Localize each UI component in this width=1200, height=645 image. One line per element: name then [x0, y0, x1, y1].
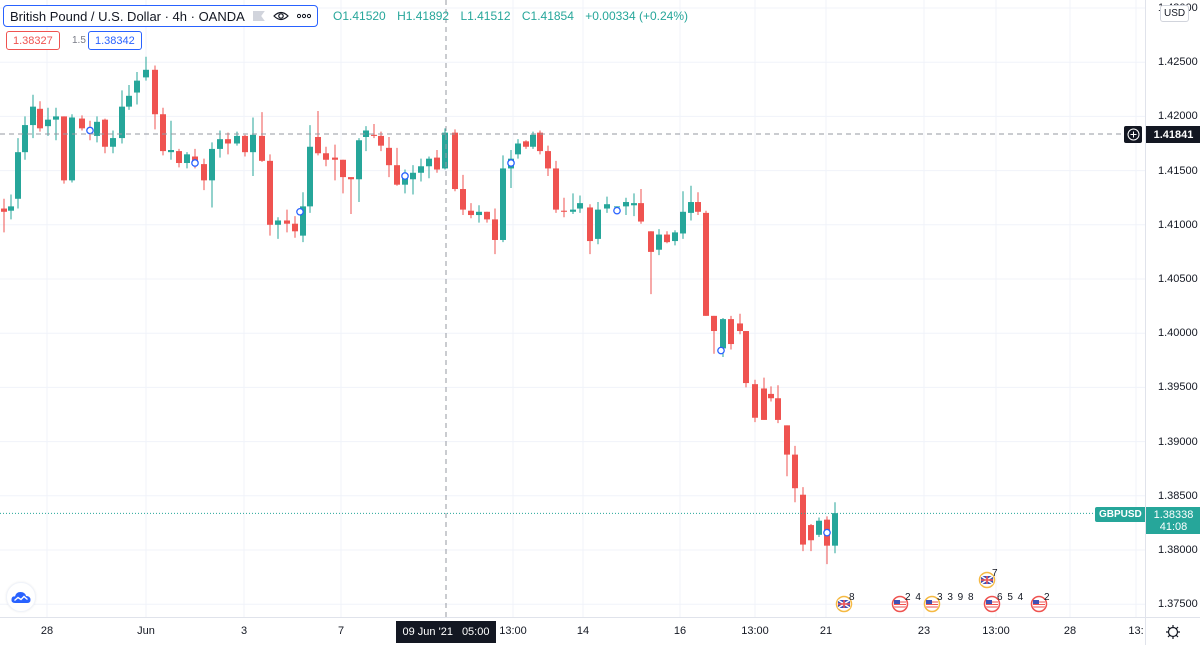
price-tick-label: 1.39000 — [1158, 435, 1198, 448]
buy-button[interactable]: 1.38342 — [88, 31, 142, 50]
crosshair-date: 09 Jun '21 — [402, 626, 453, 638]
price-tick-label: 1.41000 — [1158, 218, 1198, 231]
eye-icon[interactable] — [272, 10, 289, 22]
symbol-title: British Pound / U.S. Dollar · 4h · OANDA — [10, 8, 245, 24]
open-value: O1.41520 — [333, 9, 386, 23]
event-count: 2 — [1044, 592, 1051, 603]
price-tick-label: 1.37500 — [1158, 598, 1198, 611]
gear-icon — [1166, 624, 1180, 639]
spread-value: 1.5 — [66, 31, 92, 50]
economic-event-us[interactable]: 2 4 — [891, 592, 921, 613]
time-tick-label: 13:00 — [741, 625, 769, 637]
chart-pane[interactable]: British Pound / U.S. Dollar · 4h · OANDA… — [0, 0, 1146, 617]
flag-us-icon — [891, 595, 909, 613]
economic-event-uk[interactable]: 7 — [978, 568, 999, 589]
change-value: +0.00334 (+0.24%) — [585, 9, 688, 23]
flag-uk-us-icon — [923, 595, 941, 613]
ohlc-values: O1.41520 H1.41892 L1.41512 C1.41854 +0.0… — [333, 9, 696, 23]
crosshair-price-label: 1.41841 — [1146, 126, 1200, 143]
price-tick-label: 1.40500 — [1158, 273, 1198, 285]
economic-event-us[interactable]: 2 — [1030, 592, 1051, 613]
event-count: 3 3 9 8 — [937, 592, 975, 603]
price-tick-label: 1.42000 — [1158, 110, 1198, 123]
symbol-legend[interactable]: British Pound / U.S. Dollar · 4h · OANDA — [3, 5, 318, 27]
last-price-value: 1.38338 — [1153, 508, 1194, 521]
price-tick-label: 1.39500 — [1158, 381, 1198, 394]
price-tick-label: 1.38000 — [1158, 544, 1198, 556]
last-price-label: 1.38338 41:08 — [1146, 507, 1200, 534]
economic-event-uk[interactable]: 8 — [835, 592, 856, 613]
flag-us-icon — [983, 595, 1001, 613]
economic-event-us[interactable]: 6 5 4 — [983, 592, 1023, 613]
time-tick-label: 13:00 — [982, 625, 1010, 637]
chart-settings-button[interactable] — [1145, 617, 1200, 645]
time-tick-label: 14 — [576, 625, 590, 637]
time-tick-label: 16 — [673, 625, 687, 637]
flag-uk-icon — [835, 595, 853, 613]
cloud-chart-icon — [11, 592, 31, 603]
event-count: 6 5 4 — [997, 592, 1025, 603]
flag-icon[interactable] — [252, 11, 265, 21]
time-tick-label: 13:00 — [499, 625, 527, 637]
event-count: 8 — [849, 592, 856, 603]
time-tick-label: Jun — [137, 625, 155, 637]
event-count: 7 — [992, 568, 999, 579]
crosshair-time-label: 09 Jun '21 05:00 — [396, 621, 496, 643]
plus-circle-icon — [1127, 128, 1139, 141]
price-tick-label: 1.42500 — [1158, 56, 1198, 69]
crosshair-hour: 05:00 — [461, 626, 490, 638]
low-value: L1.41512 — [460, 9, 511, 23]
time-tick-label: 23 — [917, 625, 931, 637]
time-tick-label: 13: — [1128, 625, 1144, 637]
event-count: 2 4 — [905, 592, 922, 603]
more-options-icon[interactable] — [296, 13, 311, 19]
symbol-price-tag: GBPUSD — [1095, 507, 1146, 522]
currency-button[interactable]: USD — [1160, 5, 1190, 22]
time-tick-label: 28 — [1063, 625, 1077, 637]
time-axis[interactable]: 28 Jun 3 7 13:00 14 16 13:00 21 23 13:00 28 13: 09 J… — [0, 617, 1145, 645]
close-value: C1.41854 — [521, 9, 574, 23]
time-tick-label: 28 — [40, 625, 54, 637]
economic-event-uk-us[interactable]: 3 3 9 8 — [923, 592, 974, 613]
sell-button[interactable]: 1.38327 — [6, 31, 60, 50]
time-tick-label: 7 — [337, 625, 345, 637]
tradingview-logo[interactable] — [6, 582, 36, 612]
time-tick-label: 21 — [819, 625, 833, 637]
candlestick-chart[interactable] — [0, 0, 1145, 617]
price-axis[interactable]: 1.430001.425001.420001.415001.410001.405… — [1145, 0, 1200, 617]
add-alert-button[interactable] — [1124, 126, 1142, 143]
price-tick-label: 1.38500 — [1158, 489, 1198, 502]
flag-us-icon — [1030, 595, 1048, 613]
flag-uk-icon — [978, 571, 996, 589]
high-value: H1.41892 — [397, 9, 450, 23]
time-tick-label: 3 — [240, 625, 248, 637]
bar-countdown: 41:08 — [1159, 520, 1188, 533]
price-tick-label: 1.41500 — [1158, 164, 1198, 177]
price-tick-label: 1.40000 — [1158, 327, 1198, 340]
